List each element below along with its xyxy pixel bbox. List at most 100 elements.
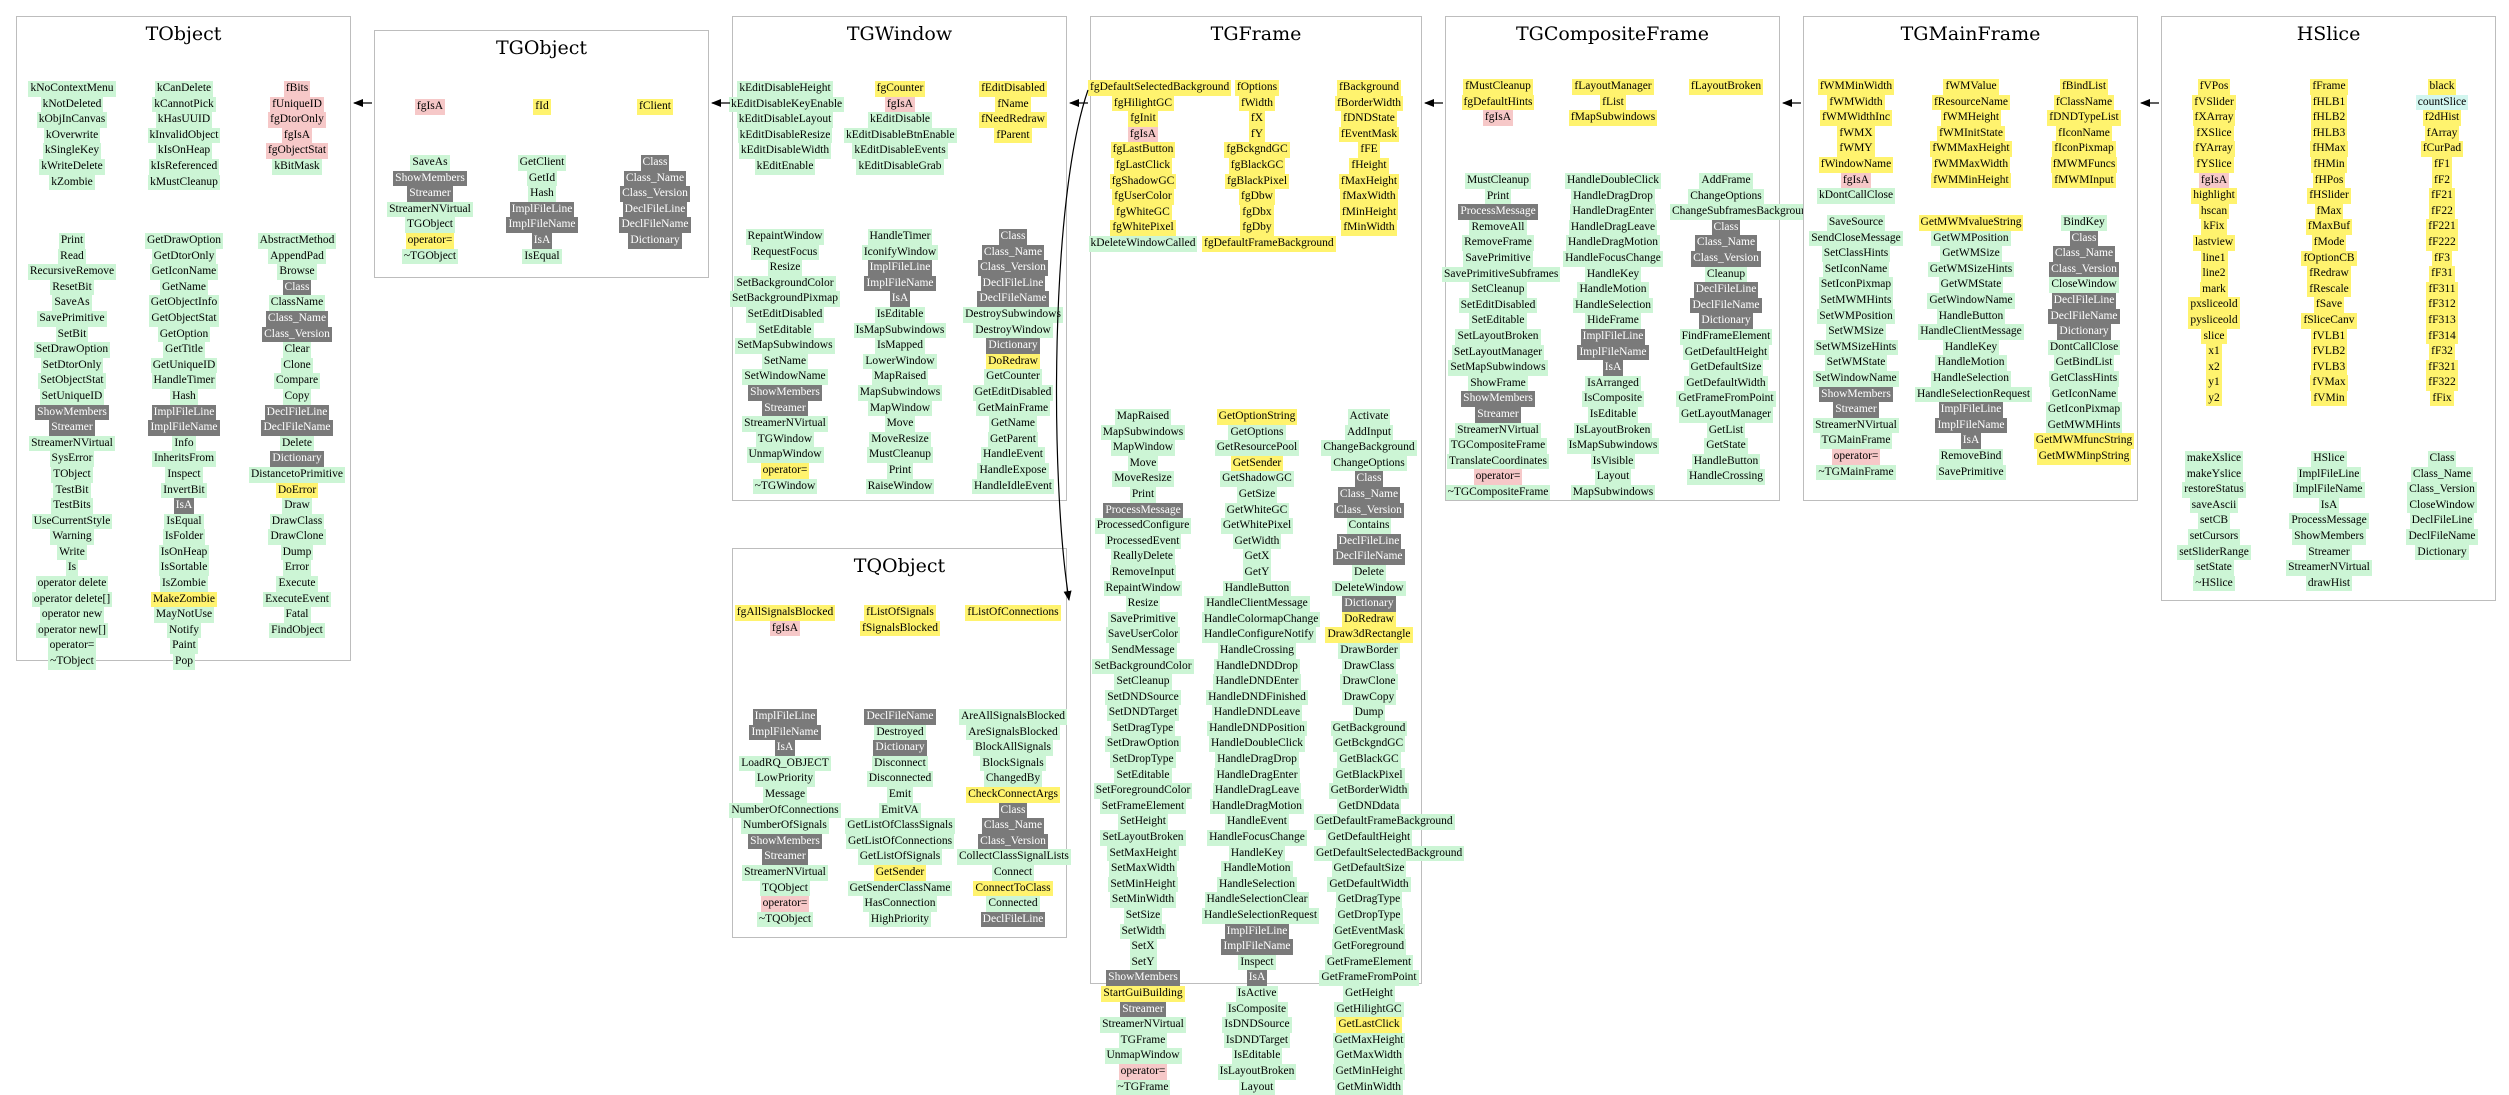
class-member: SetName [729,353,841,370]
member-label: fResourceName [1931,94,2011,111]
class-member: TGObject [375,217,485,233]
member-label: fMapSubwindows [1568,110,1658,126]
member-label: SetIconName [1822,261,1890,278]
member-label: HandleTimer [867,229,933,245]
class-member: Info [129,435,239,452]
member-label: GetMWMfuncString [2033,433,2135,449]
class-member: GetHilightGC [1314,1001,1424,1018]
class-member: fClassName [2028,94,2140,111]
class-member: restoreStatus [2158,482,2270,498]
class-member: fVLB2 [2273,344,2385,360]
member-label: Connected [986,896,1040,912]
member-label: HandleDragLeave [1568,219,1658,236]
class-member: GetMWMfuncString [2028,433,2140,449]
member-label: RecursiveRemove [27,264,117,280]
class-member: fXArray [2158,110,2270,126]
class-member: Class [242,279,352,296]
member-label: fMaxBuf [2305,219,2353,235]
member-column: MustCleanup Print ProcessMessage RemoveAll R… [1442,173,1561,501]
class-member: pysliceold [2158,312,2270,329]
member-column: fBits fUniqueID fgDtorOnly fgIsA fgObjectSta… [242,81,352,175]
member-label: kInvalidObject [147,127,221,144]
member-label: ChangeOptions [1688,188,1764,205]
class-member: MapWindow [1088,440,1198,456]
class-member: HandleButton [1915,308,2027,325]
class-member: SetEditable [1088,767,1198,784]
member-label: HandleDNDEnter [1213,674,1301,690]
class-member: fUniqueID [242,96,352,113]
class-member: GetOption [129,326,239,343]
member-label: Streamer [1475,406,1521,423]
class-member: SetWindowName [1800,370,1912,387]
class-member: fRescale [2273,281,2385,298]
class-member: ImplFileLine [1557,328,1669,345]
class-member: fMinHeight [1314,204,1424,221]
member-label: GetDefaultSelectedBackground [1314,845,1465,862]
member-label: GetOptions [1228,424,1286,441]
member-label: Draw3dRectangle [1325,627,1413,643]
member-label: ShowMembers [748,833,822,850]
class-member: GetId [487,170,597,187]
class-member: AreSignalsBlocked [957,724,1069,741]
class-member: SetX [1088,939,1198,955]
member-label: Dictionary [270,451,324,467]
class-member: Copy [242,388,352,405]
member-label: UnmapWindow [746,447,824,463]
member-label: ImplFileName [1935,417,2007,434]
class-member: DeclFileLine [242,404,352,421]
member-label: fF221 [2426,219,2458,235]
class-member: fgDefaultFrameBackground [1202,235,1336,252]
class-member: x2 [2158,359,2270,376]
member-column: fLayoutManager fList fMapSubwindows [1557,79,1669,126]
member-label: HandleKey [1228,845,1286,862]
member-label: fVLB2 [2310,344,2348,360]
member-label: fRescale [2307,281,2351,298]
class-member: SetBackgroundColor [1088,658,1198,675]
class-member: HandleMotion [1557,282,1669,298]
member-label: fMinHeight [1339,204,1399,221]
class-member: ~TGMainFrame [1800,464,1912,481]
member-label: InheritsFrom [151,451,217,467]
member-label: SetWMState [1824,355,1888,371]
member-label: Write [57,544,87,561]
member-label: GetTitle [163,342,205,358]
member-label: fMinWidth [1341,220,1397,236]
class-member: ShowMembers [729,833,841,850]
member-label: fF2 [2432,172,2452,189]
class-member: operator= [1442,469,1554,485]
class-member: fVMin [2273,390,2385,407]
member-label: fVMax [2310,375,2348,391]
class-member: BlockSignals [957,755,1069,772]
member-label: makeXslice [2184,451,2244,467]
member-column: fEditDisabled fName fNeedRedraw fParent [957,81,1069,144]
class-member: DontCallClose [2028,339,2140,356]
class-member: SetFrameElement [1088,798,1198,815]
class-member: ImplFileName [1202,939,1312,955]
class-member: RaiseWindow [844,478,956,495]
class-member: HandleSelectionRequest [1202,908,1320,924]
member-label: Dictionary [2415,544,2469,561]
member-column: AreAllSignalsBlocked AreSignalsBlocked Blo… [957,709,1071,928]
member-label: fYArray [2193,141,2235,157]
class-member: ChangeOptions [1314,455,1424,472]
class-member: kEditDisableEvents [844,143,956,159]
member-label: HasConnection [862,896,938,912]
class-title: TGMainFrame [1900,23,2041,45]
class-member: HandleDragEnter [1557,204,1669,220]
member-label: LowerWindow [863,353,937,370]
member-label: fBits [283,81,311,97]
member-label: IsVisible [1590,453,1636,470]
member-label: Move [1127,455,1159,472]
class-member: GetSender [844,864,956,881]
class-member: fLayoutBroken [1670,79,1782,95]
member-label: StartGuiBuilding [1101,985,1185,1002]
member-label: StreamerNVirtual [1813,417,1899,434]
class-member: LowPriority [729,771,841,787]
class-member: SetLayoutBroken [1088,830,1198,846]
member-label: DeclFileName [261,420,333,436]
member-label: fListOfSignals [864,605,936,621]
class-member: fEditDisabled [957,81,1069,97]
member-label: fWMMinHeight [1931,172,2011,189]
class-member: StreamerNVirtual [729,416,841,432]
class-member: ProcessedConfigure [1088,518,1198,534]
